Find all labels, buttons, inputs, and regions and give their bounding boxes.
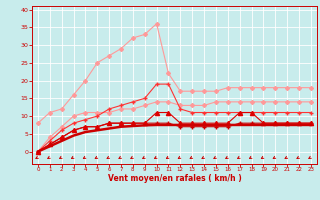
X-axis label: Vent moyen/en rafales ( km/h ): Vent moyen/en rafales ( km/h ) bbox=[108, 174, 241, 183]
